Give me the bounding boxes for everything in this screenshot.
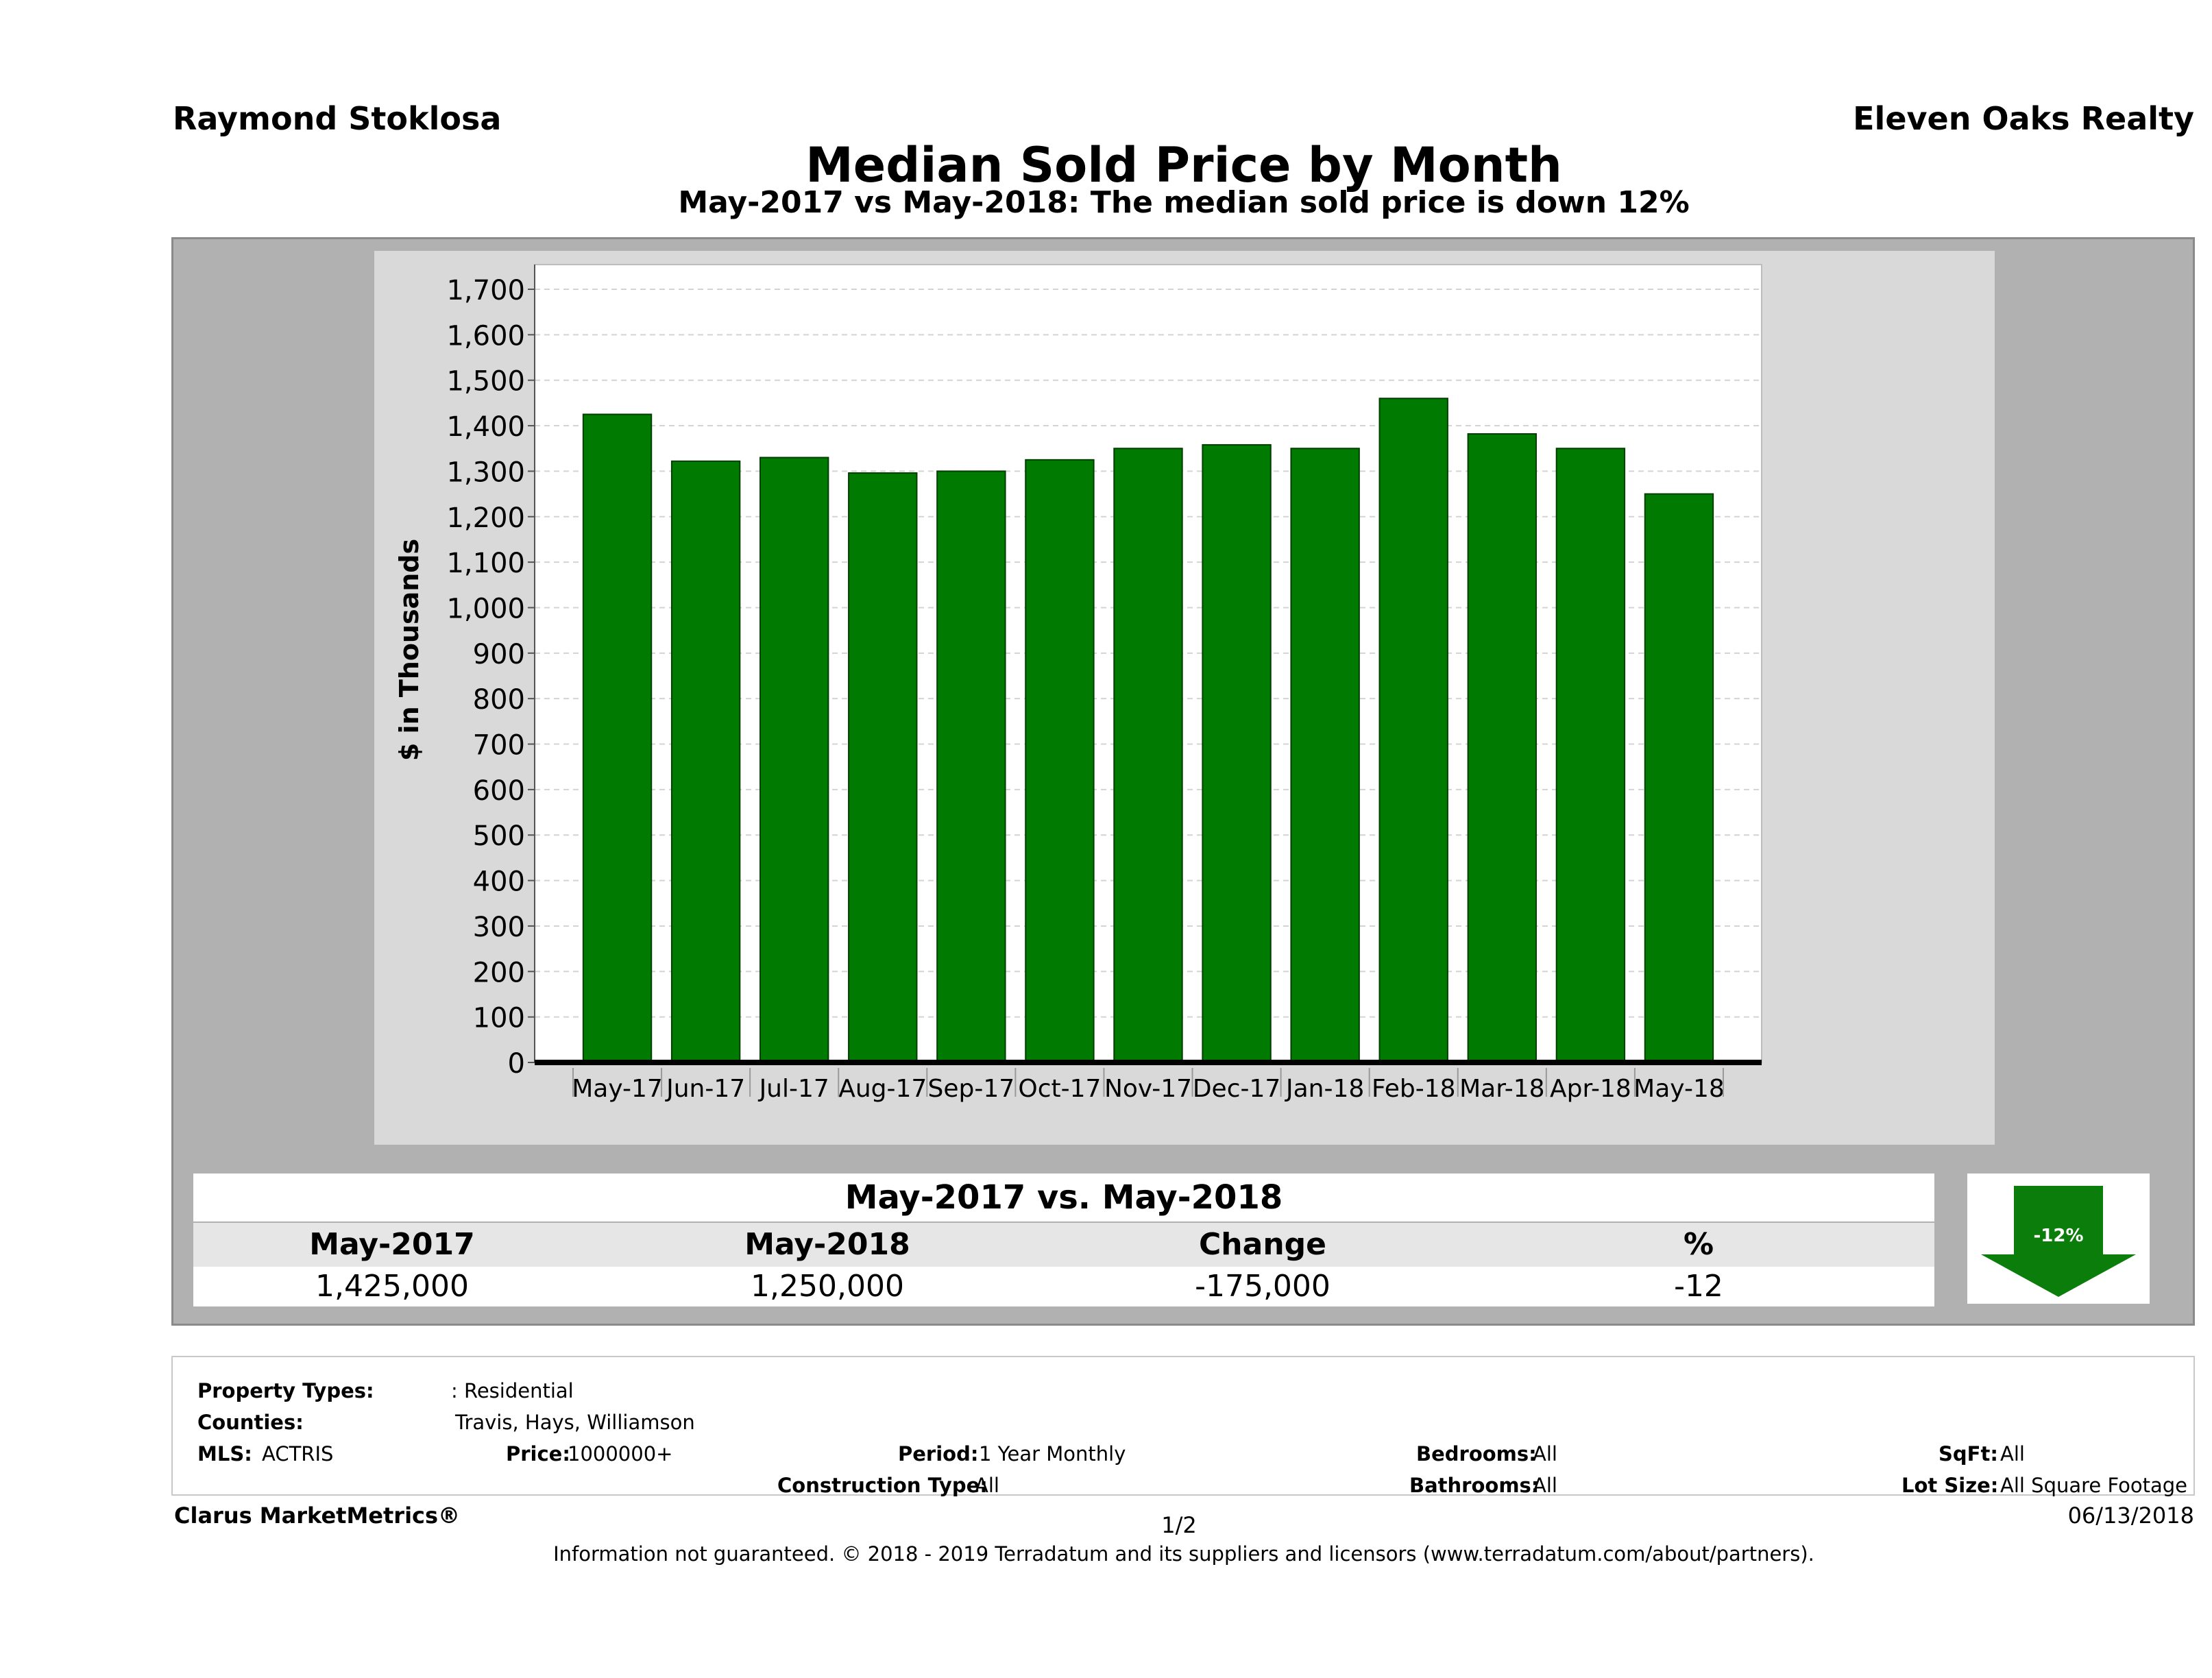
summary-header-may-2018: May-2018 [744,1227,910,1262]
bar-sep-17 [936,470,1006,1064]
y-tick-label: 200 [473,957,525,988]
chart-title: Median Sold Price by Month [805,137,1562,193]
summary-header-row: May-2017 May-2018 Change % [193,1223,1934,1267]
counties-label: Counties: [197,1411,304,1434]
bar-oct-17 [1025,459,1095,1063]
bar-dec-17 [1202,443,1272,1063]
summary-header-percent: % [1683,1227,1714,1262]
x-tick-label: Jan-18 [1285,1075,1364,1103]
brokerage-name: Eleven Oaks Realty [1853,100,2194,137]
bar-feb-18 [1378,398,1448,1063]
bar-may-18 [1644,493,1714,1063]
bathrooms-value: All [1533,1474,1557,1497]
y-tick-label: 1,600 [446,320,525,352]
bar-may-17 [582,413,653,1063]
chart-subtitle: May-2017 vs May-2018: The median sold pr… [678,185,1690,220]
summary-value-percent: -12 [1674,1269,1723,1304]
bar-nov-17 [1113,448,1183,1063]
x-tick-label: Oct-17 [1018,1075,1101,1103]
bar-jun-17 [670,460,741,1063]
x-tick-label: Sep-17 [928,1075,1015,1103]
y-axis-label: $ in Thousands [394,539,424,761]
summary-header-change: Change [1199,1227,1326,1262]
mls-label: MLS: [197,1442,252,1466]
y-tick-label: 300 [473,912,525,943]
summary-header-may-2017: May-2017 [309,1227,475,1262]
summary-value-may-2017: 1,425,000 [315,1269,469,1304]
bathrooms-label: Bathrooms: [1409,1474,1540,1497]
y-tick-label: 900 [473,639,525,670]
y-tick-label: 1,300 [446,457,525,488]
search-criteria: Property Types: : Residential Counties: … [171,1356,2195,1497]
summary-title: May-2017 vs. May-2018 [193,1174,1934,1221]
y-tick-label: 1,700 [446,275,525,306]
x-tick-label: Dec-17 [1193,1075,1280,1103]
lot-size-value: All Square Footage [2000,1474,2188,1497]
period-label: Period: [898,1442,979,1466]
x-tick-label: Nov-17 [1104,1075,1192,1103]
sqft-label: SqFt: [1938,1442,1998,1466]
y-tick-label: 500 [473,820,525,852]
footer-brand: Clarus MarketMetrics® [174,1503,461,1529]
property-types-value: : Residential [451,1379,574,1402]
y-tick-label: 1,400 [446,411,525,443]
price-value: 1000000+ [568,1442,673,1466]
summary-value-may-2018: 1,250,000 [751,1269,904,1304]
x-tick-label: Aug-17 [838,1075,927,1103]
construction-type-value: All [975,1474,999,1497]
trend-arrow-box [1967,1174,2150,1304]
down-arrow-icon [1981,1186,2136,1297]
counties-value: Travis, Hays, Williamson [455,1411,695,1434]
y-tick-label: 100 [473,1003,525,1034]
agent-name: Raymond Stoklosa [173,100,502,137]
x-tick-label: May-17 [572,1075,663,1103]
price-label: Price: [506,1442,570,1466]
x-tick-label: Feb-18 [1372,1075,1456,1103]
y-tick-label: 1,000 [446,593,525,624]
x-tick-label: May-18 [1633,1075,1725,1103]
bar-jul-17 [759,457,829,1064]
bar-chart: 0 100 200 300 400 500 600 700 800 900 1,000 1,100 1,… [394,264,1762,1103]
y-tick-label: 1,200 [446,502,525,534]
trend-arrow-label: -12% [2033,1226,2084,1246]
property-types-label: Property Types: [197,1379,374,1402]
lot-size-label: Lot Size: [1901,1474,1999,1497]
x-tick-label: Apr-18 [1550,1075,1631,1103]
y-tick-label: 400 [473,866,525,898]
y-tick-label: 800 [473,684,525,716]
mls-value: ACTRIS [262,1442,334,1466]
y-tick-label: 1,100 [446,548,525,579]
period-value: 1 Year Monthly [979,1442,1126,1466]
y-tick-label: 1,500 [446,366,525,398]
construction-type-label: Construction Type: [777,1474,988,1497]
page-number: 1/2 [1161,1512,1197,1538]
bedrooms-value: All [1533,1442,1557,1466]
summary-value-change: -175,000 [1195,1269,1330,1304]
bar-jan-18 [1290,448,1360,1063]
report-date: 06/13/2018 [2067,1503,2194,1529]
summary-value-row: 1,425,000 1,250,000 -175,000 -12 [193,1267,1934,1306]
y-tick-label: 600 [473,775,525,807]
sqft-value: All [2000,1442,2025,1466]
bar-aug-17 [848,472,918,1064]
bedrooms-label: Bedrooms: [1416,1442,1537,1466]
disclaimer: Information not guaranteed. © 2018 - 201… [553,1542,1814,1566]
x-tick-label: Jun-17 [665,1075,745,1103]
bar-mar-18 [1467,433,1538,1063]
y-tick-label: 700 [473,730,525,762]
bar-apr-18 [1555,448,1626,1063]
y-tick-label: 0 [508,1048,525,1080]
x-tick-label: Mar-18 [1459,1075,1544,1103]
x-tick-label: Jul-17 [758,1075,829,1103]
